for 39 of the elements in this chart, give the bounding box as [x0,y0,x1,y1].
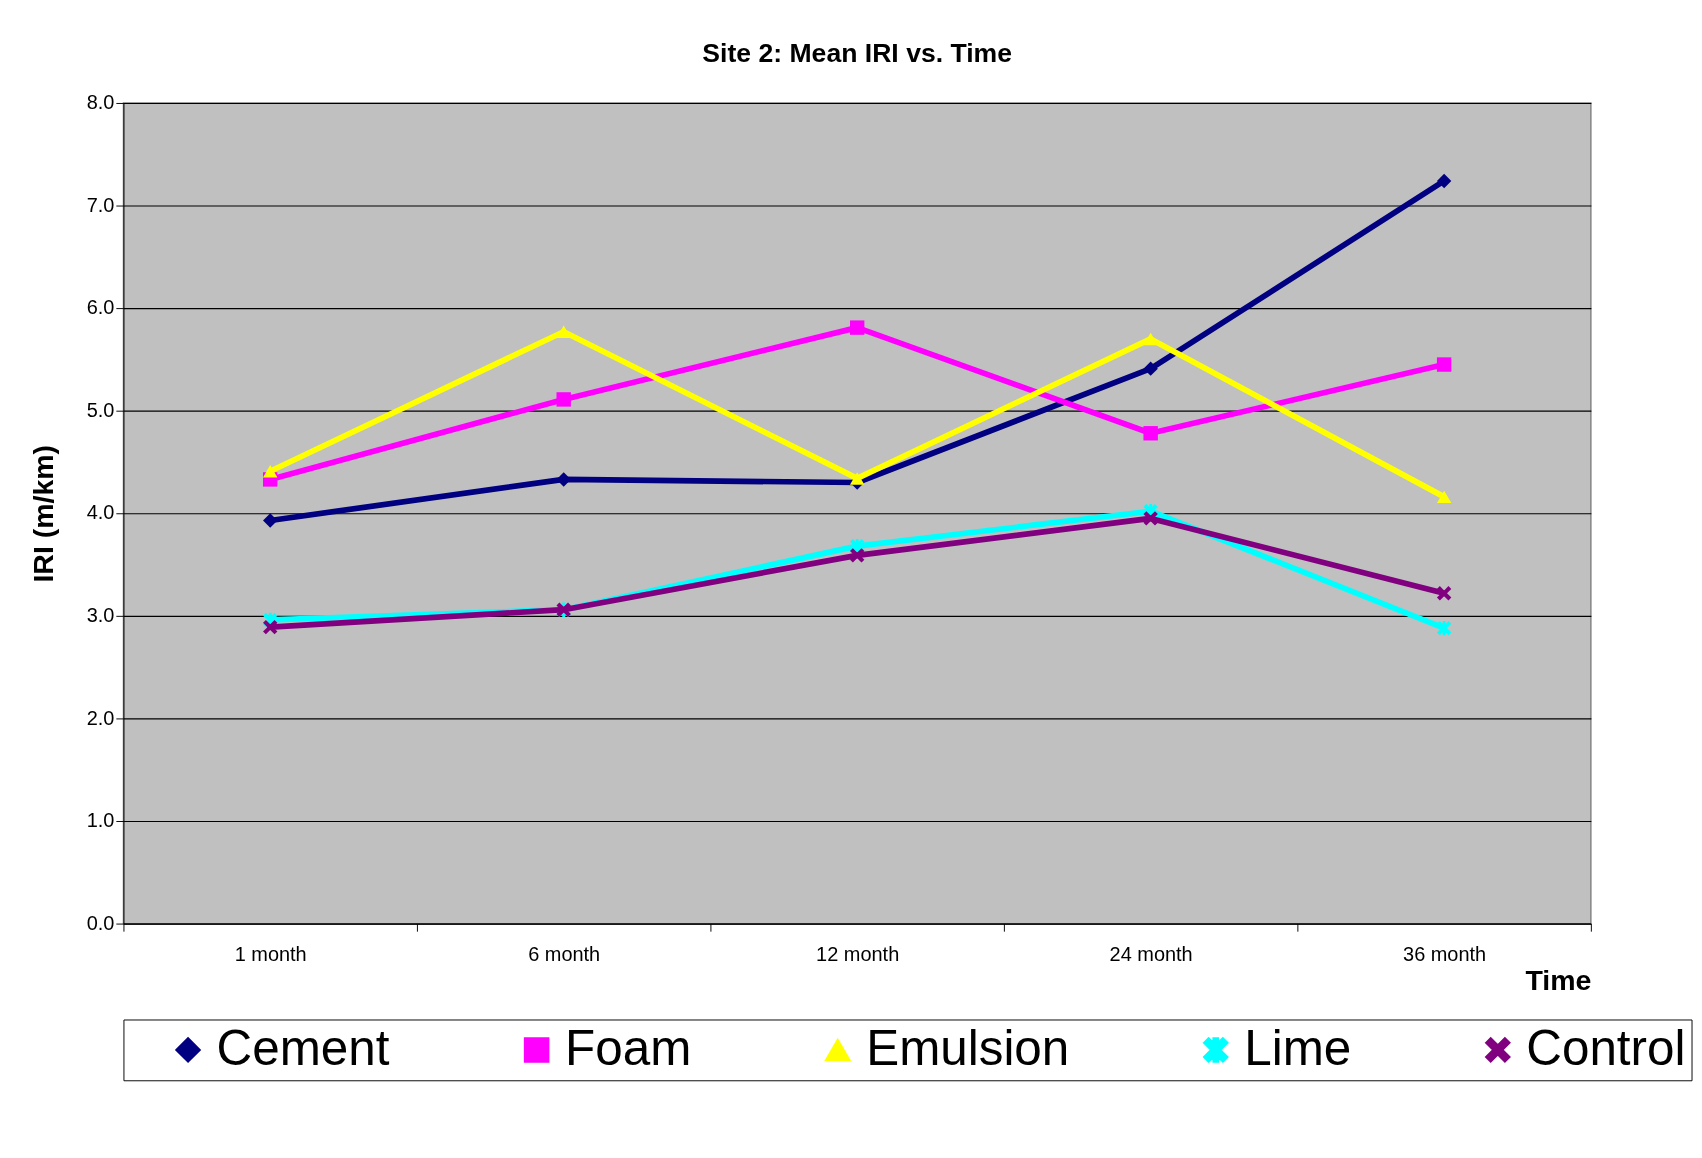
chart-title: Site 2: Mean IRI vs. Time [702,38,1013,69]
legend-label: Cement [216,1020,390,1076]
x-tick-label: 1 month [234,943,307,966]
legend-label: Lime [1244,1020,1352,1076]
point [849,548,865,563]
point [263,513,278,528]
y-tick-label: 8.0 [86,91,115,114]
y-tick-label: 1.0 [86,809,115,832]
x-tick-label: 36 month [1403,943,1487,966]
point [1143,426,1158,441]
legend-label: Emulsion [866,1020,1070,1076]
x-tick-label: 6 month [528,943,601,966]
point [1436,490,1452,504]
legend-label: Control [1526,1020,1686,1076]
y-tick-label: 7.0 [86,193,115,216]
point [849,472,865,485]
y-axis-title: IRI (m/km) [26,444,59,583]
y-tick-label: 3.0 [86,604,115,627]
point [1143,511,1158,526]
point [556,472,571,487]
point [1436,357,1452,372]
x-axis-title: Time [1525,963,1592,996]
y-tick-label: 5.0 [86,398,115,421]
y-tick-label: 0.0 [86,911,115,934]
point [556,325,571,338]
x-tick-label: 24 month [1109,943,1193,966]
y-tick-label: 6.0 [86,296,115,319]
point [1436,586,1452,601]
point [1143,361,1158,376]
y-tick-label: 4.0 [86,501,115,524]
point [1436,173,1452,189]
point [849,320,865,335]
point [1143,332,1158,346]
legend-label: Foam [565,1020,692,1076]
x-tick-label: 12 month [816,943,900,966]
point [556,392,571,407]
point [263,619,278,635]
y-tick-label: 2.0 [86,706,115,729]
point [263,464,278,478]
